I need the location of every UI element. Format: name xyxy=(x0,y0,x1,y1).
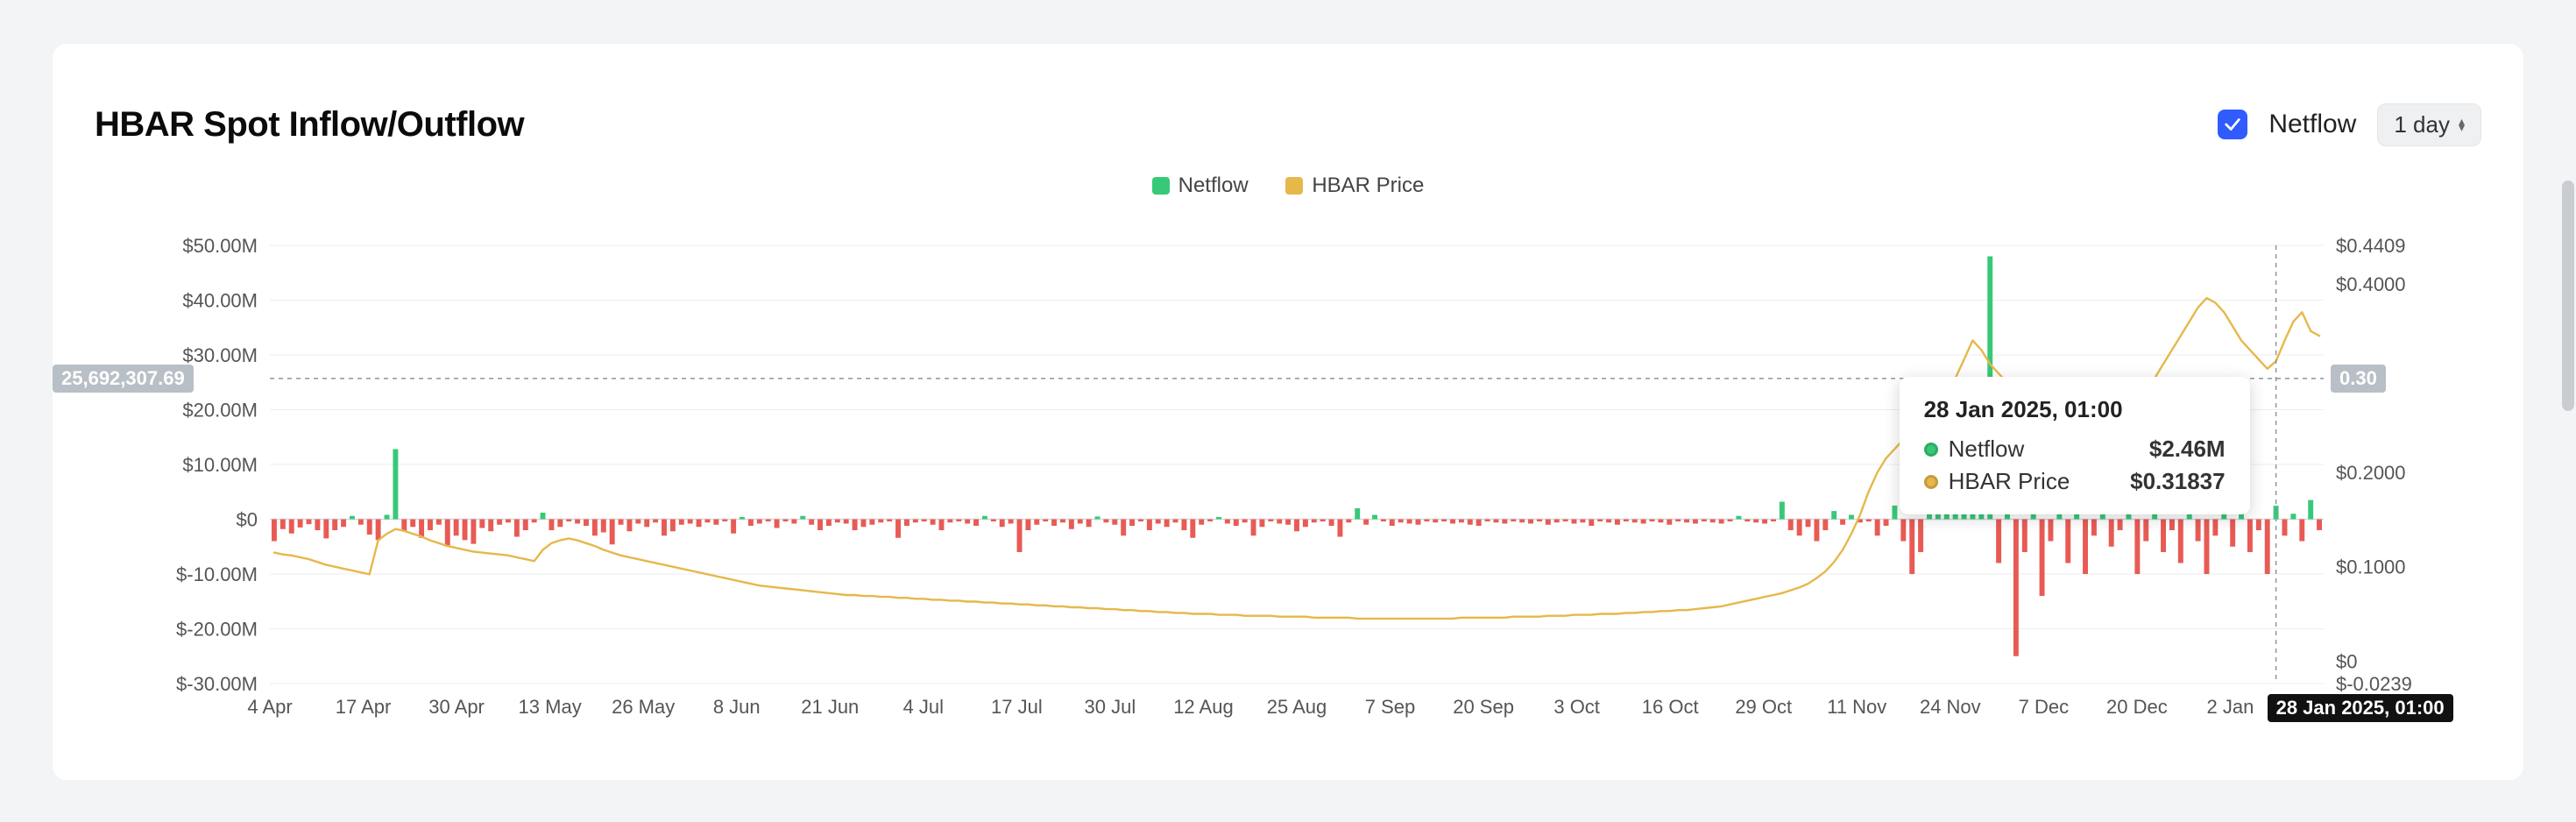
svg-text:7 Dec: 7 Dec xyxy=(2019,696,2069,718)
svg-text:24 Nov: 24 Nov xyxy=(1920,696,1981,718)
stepper-icon: ▴▾ xyxy=(2459,118,2465,131)
svg-text:$0.1000: $0.1000 xyxy=(2336,556,2406,578)
header-controls: Netflow 1 day ▴▾ xyxy=(2218,103,2481,146)
tooltip-row-price: HBAR Price $0.31837 xyxy=(1924,468,2226,495)
svg-text:13 May: 13 May xyxy=(519,696,582,718)
svg-text:7 Sep: 7 Sep xyxy=(1365,696,1416,718)
svg-text:3 Oct: 3 Oct xyxy=(1553,696,1600,718)
y-right-hover-pill: 0.30 xyxy=(2331,365,2386,393)
svg-text:25 Aug: 25 Aug xyxy=(1267,696,1327,718)
netflow-checkbox[interactable] xyxy=(2218,110,2247,139)
scrollbar-thumb[interactable] xyxy=(2562,181,2574,411)
svg-text:$0: $0 xyxy=(2336,650,2357,672)
tooltip-dot-price xyxy=(1924,475,1938,489)
tooltip-label-netflow: Netflow xyxy=(1949,436,2025,463)
legend-netflow[interactable]: Netflow xyxy=(1152,174,1249,198)
svg-text:29 Oct: 29 Oct xyxy=(1735,696,1792,718)
tooltip-label-price: HBAR Price xyxy=(1949,468,2070,495)
svg-text:$0.4409: $0.4409 xyxy=(2336,235,2406,257)
tooltip-value-price: $0.31837 xyxy=(2130,468,2225,495)
svg-text:17 Apr: 17 Apr xyxy=(336,696,392,718)
svg-text:12 Aug: 12 Aug xyxy=(1173,696,1234,718)
svg-text:$20.00M: $20.00M xyxy=(182,400,258,422)
svg-text:4 Apr: 4 Apr xyxy=(247,696,292,718)
svg-text:11 Nov: 11 Nov xyxy=(1827,696,1886,718)
svg-text:20 Sep: 20 Sep xyxy=(1453,696,1514,718)
interval-label: 1 day xyxy=(2394,111,2450,138)
x-hover-pill: 28 Jan 2025, 01:00 xyxy=(2268,694,2453,722)
interval-select[interactable]: 1 day ▴▾ xyxy=(2377,103,2481,146)
svg-text:$-10.00M: $-10.00M xyxy=(176,563,258,585)
legend-price-swatch xyxy=(1285,177,1303,195)
svg-text:$0.2000: $0.2000 xyxy=(2336,462,2406,484)
svg-text:$50.00M: $50.00M xyxy=(182,235,258,257)
y-left-hover-pill: 25,692,307.69 xyxy=(53,365,194,393)
legend-netflow-label: Netflow xyxy=(1178,174,1249,198)
tooltip-dot-netflow xyxy=(1924,443,1938,457)
chart-card: HBAR Spot Inflow/Outflow Netflow 1 day ▴… xyxy=(53,44,2523,780)
svg-text:16 Oct: 16 Oct xyxy=(1642,696,1699,718)
check-icon xyxy=(2223,115,2242,134)
svg-text:$-0.0239: $-0.0239 xyxy=(2336,673,2412,695)
svg-text:$40.00M: $40.00M xyxy=(182,290,258,312)
chart-legend: Netflow HBAR Price xyxy=(53,174,2523,201)
page-scrollbar[interactable] xyxy=(2560,0,2576,822)
svg-text:$0.4000: $0.4000 xyxy=(2336,273,2406,295)
legend-netflow-swatch xyxy=(1152,177,1170,195)
chart-area[interactable]: $-30.00M $-20.00M $-10.00M $0 $10.00M $20.00M… xyxy=(95,210,2481,745)
svg-text:$30.00M: $30.00M xyxy=(182,344,258,366)
svg-text:4 Jul: 4 Jul xyxy=(903,696,944,718)
netflow-checkbox-label: Netflow xyxy=(2268,110,2356,139)
svg-text:$0: $0 xyxy=(237,509,258,531)
svg-text:$-20.00M: $-20.00M xyxy=(176,619,258,641)
svg-text:21 Jun: 21 Jun xyxy=(801,696,859,718)
svg-text:30 Jul: 30 Jul xyxy=(1085,696,1136,718)
svg-text:$10.00M: $10.00M xyxy=(182,454,258,476)
tooltip-date: 28 Jan 2025, 01:00 xyxy=(1924,396,2226,423)
chart-tooltip: 28 Jan 2025, 01:00 Netflow $2.46M HBAR P… xyxy=(1900,377,2250,514)
svg-text:$-30.00M: $-30.00M xyxy=(176,673,258,695)
page-title: HBAR Spot Inflow/Outflow xyxy=(95,105,524,145)
svg-text:26 May: 26 May xyxy=(612,696,675,718)
legend-price-label: HBAR Price xyxy=(1312,174,1424,198)
svg-text:30 Apr: 30 Apr xyxy=(428,696,485,718)
legend-price[interactable]: HBAR Price xyxy=(1285,174,1424,198)
svg-text:20 Dec: 20 Dec xyxy=(2106,696,2168,718)
tooltip-row-netflow: Netflow $2.46M xyxy=(1924,436,2226,463)
card-header: HBAR Spot Inflow/Outflow Netflow 1 day ▴… xyxy=(95,98,2481,151)
tooltip-value-netflow: $2.46M xyxy=(2149,436,2226,463)
svg-text:8 Jun: 8 Jun xyxy=(713,696,761,718)
svg-text:2 Jan: 2 Jan xyxy=(2207,696,2254,718)
svg-text:17 Jul: 17 Jul xyxy=(991,696,1043,718)
